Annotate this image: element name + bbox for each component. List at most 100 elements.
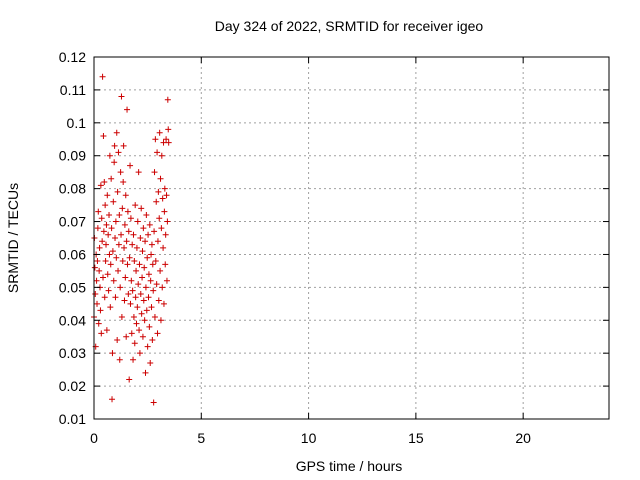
- data-point: [133, 267, 140, 274]
- data-point: [100, 274, 107, 281]
- data-point: [113, 254, 120, 261]
- data-point: [110, 277, 117, 284]
- data-point: [131, 340, 138, 347]
- y-tick-label: 0.07: [59, 214, 86, 230]
- chart-title: Day 324 of 2022, SRMTID for receiver ige…: [215, 18, 484, 34]
- x-tick-label: 20: [515, 430, 531, 446]
- data-point: [94, 300, 101, 307]
- data-point: [134, 218, 141, 225]
- data-point: [160, 139, 167, 146]
- data-point: [163, 192, 170, 199]
- data-point: [145, 294, 152, 301]
- data-point: [98, 330, 105, 337]
- data-point: [101, 294, 108, 301]
- x-tick-label: 0: [90, 430, 98, 446]
- axis-ticks: 0 5 10 15 20 0.01 0.02 0.03 0.04 0.05 0.06 0.07 0.08…: [59, 49, 609, 446]
- data-point: [136, 327, 143, 334]
- data-point: [109, 350, 116, 357]
- data-point: [143, 211, 150, 218]
- data-point: [110, 198, 117, 205]
- data-point: [130, 231, 137, 238]
- data-point: [142, 238, 149, 245]
- plot-frame: [93, 56, 610, 420]
- data-point: [121, 297, 128, 304]
- data-point: [95, 208, 102, 215]
- data-point: [114, 188, 121, 195]
- data-point: [152, 136, 159, 143]
- data-point: [139, 274, 146, 281]
- data-point: [92, 290, 99, 297]
- data-point: [127, 162, 134, 169]
- data-point: [161, 208, 168, 215]
- data-point: [95, 320, 102, 327]
- data-point: [117, 169, 124, 176]
- data-point: [160, 244, 167, 251]
- data-point: [144, 343, 151, 350]
- data-point: [101, 179, 108, 186]
- data-point: [99, 73, 106, 80]
- y-tick-label: 0.04: [59, 312, 86, 328]
- data-point: [96, 244, 103, 251]
- data-point: [121, 221, 128, 228]
- data-point: [113, 129, 120, 136]
- data-point: [118, 231, 125, 238]
- data-point: [116, 211, 123, 218]
- data-point: [104, 192, 111, 199]
- y-tick-label: 0.08: [59, 181, 86, 197]
- data-point: [123, 333, 130, 340]
- data-point: [155, 297, 162, 304]
- data-point: [94, 225, 101, 232]
- data-point: [141, 264, 148, 271]
- data-point: [118, 313, 125, 320]
- data-point: [157, 267, 164, 274]
- data-point: [119, 205, 126, 212]
- data-point: [106, 251, 113, 258]
- data-point: [162, 261, 169, 268]
- data-point: [162, 231, 169, 238]
- data-point: [100, 228, 107, 235]
- data-point: [157, 175, 164, 182]
- y-tick-label: 0.1: [67, 115, 87, 131]
- data-point: [112, 235, 119, 241]
- data-point: [151, 313, 158, 320]
- data-point: [139, 333, 146, 340]
- data-point: [111, 159, 118, 166]
- data-point: [109, 396, 116, 403]
- data-point: [137, 235, 144, 241]
- data-point: [154, 238, 161, 245]
- data-point: [147, 360, 154, 367]
- data-point: [146, 323, 153, 330]
- data-point: [121, 244, 128, 251]
- data-point: [149, 261, 156, 268]
- data-point: [120, 179, 127, 186]
- data-point: [159, 284, 166, 291]
- data-point: [134, 304, 141, 311]
- data-point: [150, 399, 157, 406]
- data-point: [118, 93, 125, 100]
- data-point: [120, 142, 127, 149]
- data-point: [103, 327, 110, 334]
- data-point: [153, 281, 160, 288]
- data-point: [103, 221, 110, 228]
- data-point: [124, 208, 131, 215]
- data-point: [131, 258, 138, 265]
- data-point: [135, 169, 142, 176]
- data-point: [130, 313, 137, 320]
- data-point: [115, 149, 122, 156]
- data-point: [129, 287, 136, 294]
- data-point: [143, 307, 150, 314]
- data-point: [148, 304, 155, 311]
- data-point: [96, 267, 103, 274]
- data-point: [159, 195, 166, 202]
- data-point: [105, 231, 112, 238]
- data-point: [135, 281, 142, 288]
- data-point: [97, 182, 104, 189]
- data-point: [128, 277, 135, 284]
- grid-lines: [94, 57, 609, 419]
- data-point: [106, 152, 113, 159]
- data-point: [104, 271, 111, 278]
- y-tick-label: 0.01: [59, 411, 86, 427]
- data-point: [128, 330, 135, 337]
- y-tick-label: 0.06: [59, 246, 86, 262]
